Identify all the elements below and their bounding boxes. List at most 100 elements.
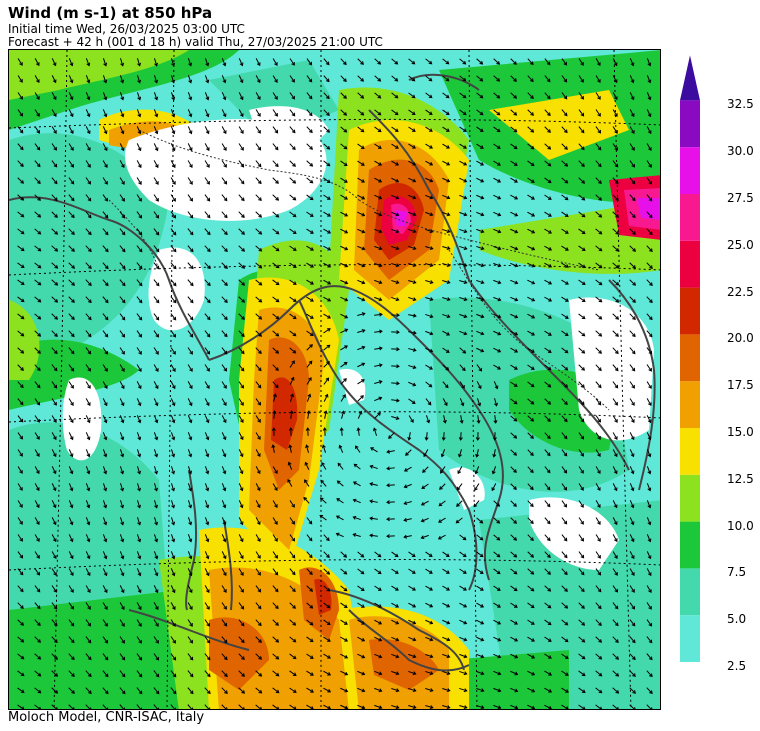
- wind-arrow: [373, 428, 378, 436]
- wind-arrow-head: [104, 316, 109, 321]
- wind-arrow: [136, 466, 141, 474]
- wind-arrow-head: [137, 436, 142, 441]
- wind-arrow-head: [256, 521, 261, 526]
- wind-arrow: [119, 534, 124, 542]
- wind-arrow: [34, 58, 40, 66]
- wind-arrow-head: [188, 453, 193, 458]
- wind-arrow: [273, 394, 276, 402]
- colorbar-box-5: [680, 381, 700, 428]
- wind-arrow: [34, 364, 41, 371]
- wind-arrow: [238, 194, 245, 201]
- wind-arrow-head: [514, 246, 519, 251]
- wind-arrow-head: [36, 588, 41, 593]
- wind-arrow: [629, 432, 635, 440]
- wind-arrow-head: [256, 470, 261, 475]
- wind-arrow: [17, 194, 24, 201]
- wind-arrow: [425, 381, 432, 388]
- wind-arrow-head: [154, 572, 159, 577]
- wind-arrow-head: [20, 605, 24, 610]
- wind-arrow: [629, 92, 635, 100]
- wind-arrow: [595, 143, 602, 151]
- wind-arrow: [595, 92, 601, 100]
- wind-arrow-head: [189, 164, 193, 169]
- wind-arrow: [68, 500, 73, 508]
- wind-arrow-head: [614, 622, 619, 627]
- wind-arrow-head: [103, 487, 108, 492]
- wind-arrow-head: [547, 401, 552, 405]
- wind-arrow-head: [310, 247, 314, 251]
- wind-arrow-head: [70, 589, 74, 593]
- wind-arrow: [306, 360, 313, 368]
- wind-arrow-head: [446, 688, 451, 693]
- wind-arrow: [34, 636, 41, 643]
- wind-arrow-head: [597, 418, 601, 423]
- wind-arrow: [51, 534, 57, 542]
- wind-arrow: [493, 296, 501, 301]
- wind-arrow-head: [563, 112, 568, 117]
- wind-arrow: [442, 636, 450, 641]
- wind-arrow-head: [344, 638, 349, 642]
- wind-arrow: [272, 445, 275, 453]
- wind-arrow-head: [189, 623, 193, 627]
- wind-arrow-head: [378, 396, 383, 401]
- wind-arrow: [323, 75, 330, 82]
- wind-arrow-head: [275, 298, 280, 303]
- wind-arrow: [510, 211, 518, 217]
- wind-arrow: [85, 466, 90, 474]
- wind-arrow-head: [103, 419, 108, 424]
- wind-arrow-head: [137, 385, 142, 390]
- wind-arrow-head: [496, 78, 501, 82]
- wind-arrow: [221, 296, 228, 303]
- wind-arrow-head: [274, 504, 278, 508]
- wind-arrow: [442, 381, 449, 388]
- wind-arrow: [34, 500, 40, 508]
- wind-arrow-head: [326, 571, 331, 575]
- wind-arrow: [425, 126, 433, 132]
- wind-arrow-head: [222, 504, 227, 509]
- wind-arrow-head: [361, 246, 366, 251]
- wind-arrow: [85, 75, 90, 83]
- wind-arrow: [527, 568, 534, 575]
- wind-arrow: [421, 534, 429, 539]
- wind-arrow: [323, 58, 330, 65]
- wind-arrow-head: [154, 164, 159, 169]
- wind-arrow: [102, 619, 108, 627]
- wind-arrow: [119, 143, 125, 151]
- wind-arrow: [459, 143, 467, 149]
- wind-arrow: [442, 398, 448, 406]
- wind-arrow: [255, 449, 261, 457]
- wind-arrow-head: [581, 689, 586, 693]
- wind-arrow: [170, 245, 177, 252]
- wind-arrow-head: [172, 351, 176, 355]
- wind-arrow: [336, 533, 344, 538]
- wind-arrow-head: [565, 264, 569, 268]
- wind-arrow: [289, 126, 296, 133]
- wind-arrow-head: [647, 96, 652, 101]
- wind-arrow: [238, 58, 243, 66]
- wind-arrow-head: [412, 297, 417, 302]
- wind-arrow: [340, 670, 348, 676]
- wind-arrow: [85, 670, 92, 677]
- wind-arrow: [304, 479, 310, 487]
- wind-arrow: [340, 245, 348, 250]
- wind-arrow: [306, 58, 312, 66]
- wind-arrow-head: [581, 349, 586, 354]
- wind-arrow-head: [287, 461, 292, 466]
- wind-arrow-head: [446, 212, 451, 217]
- wind-arrow-head: [88, 282, 92, 287]
- wind-arrow-head: [258, 333, 262, 337]
- wind-arrow: [272, 551, 278, 559]
- wind-arrow-head: [378, 346, 383, 351]
- wind-arrow-head: [239, 79, 244, 84]
- wind-arrow: [85, 126, 91, 134]
- wind-arrow-head: [155, 231, 160, 236]
- wind-arrow-head: [564, 588, 568, 592]
- wind-arrow: [307, 410, 310, 419]
- wind-arrow: [510, 126, 517, 133]
- wind-arrow: [272, 177, 279, 184]
- wind-arrow: [272, 466, 278, 474]
- wind-arrow-head: [428, 383, 433, 388]
- wind-arrow-head: [581, 384, 585, 389]
- wind-arrow: [476, 228, 484, 233]
- wind-arrow: [459, 653, 467, 658]
